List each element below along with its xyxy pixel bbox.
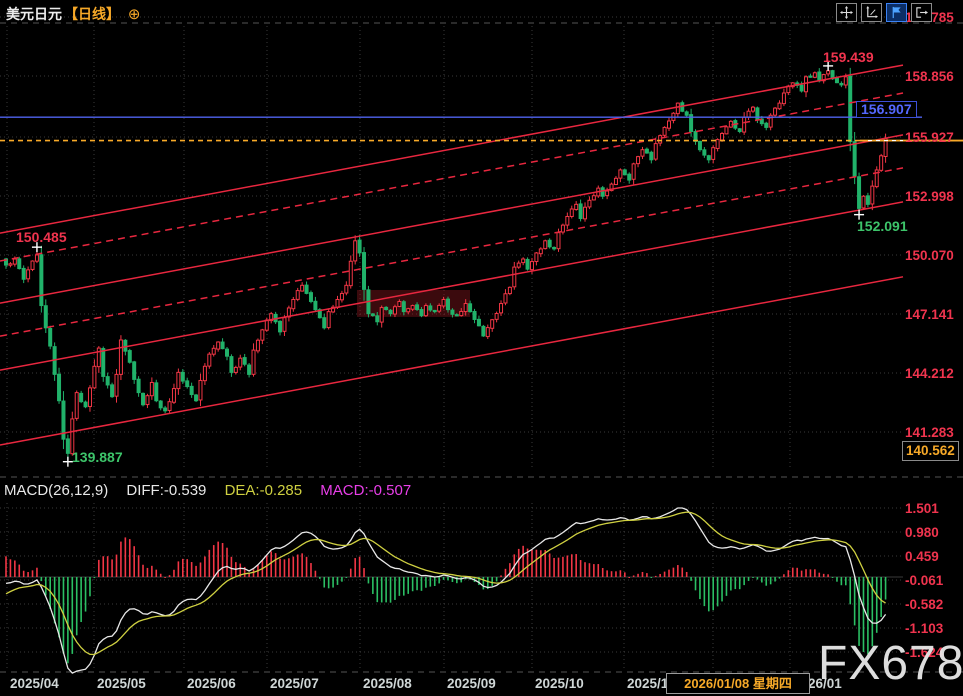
- chart-window: 美元日元【日线】 ⊕ 161.785 158.856 155.927 152.9…: [0, 0, 963, 696]
- pivot-high-label: 150.485: [16, 229, 67, 245]
- price-tick: 141.283: [905, 425, 954, 440]
- macd-tick: 1.501: [905, 501, 939, 516]
- macd-tick: -1.103: [905, 621, 943, 636]
- exit-icon: [915, 6, 928, 19]
- macd-diff-value: DIFF:-0.539: [126, 482, 206, 499]
- price-tick: 147.141: [905, 307, 954, 322]
- x-label: 2025/08: [363, 676, 412, 691]
- crosshair-date-box: 2026/01/08 星期四: [666, 673, 810, 694]
- flag-tool-button[interactable]: [886, 3, 907, 22]
- chart-toolbar: [836, 3, 932, 22]
- axis-scale-icon: [865, 6, 878, 19]
- pivot-low-label: 152.091: [857, 218, 908, 234]
- x-label: 2025/04: [10, 676, 59, 691]
- x-label: 2025/09: [447, 676, 496, 691]
- flag-icon: [890, 6, 903, 19]
- add-indicator-icon[interactable]: ⊕: [128, 6, 141, 23]
- title-bar: 美元日元【日线】 ⊕: [6, 4, 140, 24]
- price-tick: 150.070: [905, 248, 954, 263]
- price-tick: 144.212: [905, 366, 954, 381]
- x-label: 2025/06: [187, 676, 236, 691]
- macd-tick: 0.980: [905, 525, 939, 540]
- price-tick: 152.998: [905, 189, 954, 204]
- x-label: 2025/05: [97, 676, 146, 691]
- macd-tick: 0.459: [905, 549, 939, 564]
- pivot-high-label: 159.439: [823, 49, 874, 65]
- pan-tool-button[interactable]: [836, 3, 857, 22]
- chart-canvas[interactable]: [0, 0, 963, 696]
- exit-tool-button[interactable]: [911, 3, 932, 22]
- axis-scale-button[interactable]: [861, 3, 882, 22]
- hline-price-label[interactable]: 156.907: [856, 101, 917, 118]
- macd-tick: -0.061: [905, 573, 943, 588]
- price-marker-box: 140.562: [902, 441, 959, 461]
- watermark: FX678: [818, 636, 963, 691]
- timeframe-label: 【日线】: [64, 6, 120, 22]
- macd-macd-value: MACD:-0.507: [320, 482, 411, 499]
- price-tick: 158.856: [905, 69, 954, 84]
- macd-tick: -0.582: [905, 597, 943, 612]
- macd-indicator-label[interactable]: MACD(26,12,9): [4, 482, 108, 499]
- price-tick: 155.927: [905, 130, 954, 145]
- pivot-low-label: 139.887: [72, 449, 123, 465]
- x-label: 2025/07: [270, 676, 319, 691]
- macd-dea-value: DEA:-0.285: [225, 482, 303, 499]
- x-label: 2025/10: [535, 676, 584, 691]
- pan-icon: [840, 6, 853, 19]
- symbol-title: 美元日元: [6, 6, 62, 22]
- macd-header: MACD(26,12,9) DIFF:-0.539 DEA:-0.285 MAC…: [4, 482, 425, 499]
